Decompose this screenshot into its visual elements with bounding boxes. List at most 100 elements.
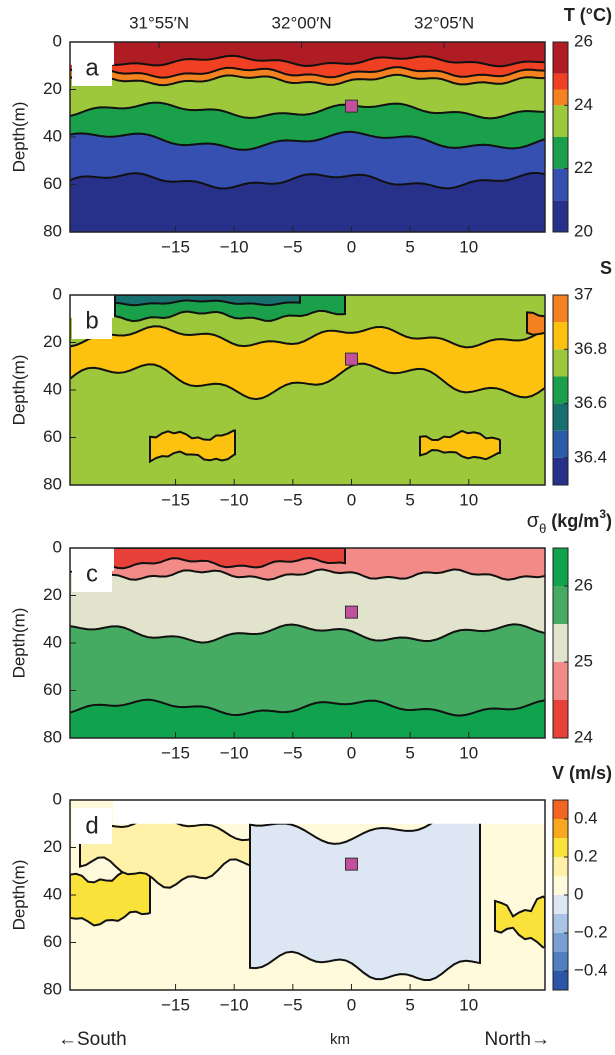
contour-line [70,698,545,717]
y-tick-label: 40 [43,632,62,651]
colorbar-tick-label: −0.4 [574,960,608,979]
colorbar-band [553,895,568,914]
x-tick-label: −10 [220,995,249,1014]
letter-box [72,556,112,592]
marker [344,605,358,619]
y-tick-label: 80 [43,221,62,240]
colorbar-band [553,700,568,738]
contour-fill [70,548,346,570]
y-tick-label: 0 [53,31,62,50]
y-tick-label: 40 [43,379,62,398]
colorbar-band [553,624,568,662]
x-axis-label: km [330,1031,350,1048]
y-tick-label: 20 [43,332,62,351]
colorbar-tick-label: 36.6 [574,393,607,412]
contour-line [70,172,545,190]
panel-letter: a [85,54,99,81]
colorbar-title-part: σ [527,510,540,532]
x-tick-label: −15 [161,995,190,1014]
contour-line [70,623,545,644]
colorbar-band [553,971,568,990]
x-tick-label: 10 [459,490,478,509]
marker [344,857,358,871]
colorbar-band [553,200,568,232]
contour-fill [149,429,236,464]
colorbar-band [553,800,568,819]
colorbar-band [553,876,568,895]
colorbar-title-part: T (°C) [564,5,612,25]
colorbar-tick-label: 25 [574,651,593,670]
colorbar-tick-label: 36.4 [574,447,607,466]
y-axis-label: Depth(m) [9,608,28,679]
colorbar-band [553,322,568,350]
x-tick-label: −5 [283,995,302,1014]
y-tick-label: 0 [53,537,62,556]
colorbar-band [553,42,568,74]
contour-field [70,800,545,990]
letter-box [72,50,112,86]
colorbar-title: V (m/s) [552,763,612,783]
colorbar-tick-label: −0.2 [574,922,608,941]
contour-line [70,66,545,79]
x-tick-label: −15 [161,490,190,509]
contour-field [70,548,545,738]
y-axis-label: Depth(m) [9,102,28,173]
letter-box [72,808,112,844]
colorbar-band [553,548,568,586]
colorbar-band [553,662,568,700]
contour-field [70,295,545,485]
x-tick-label: 10 [459,743,478,762]
y-tick-label: 80 [43,474,62,493]
contour-fill [526,311,545,336]
y-tick-label: 20 [43,79,62,98]
no-data [113,800,545,824]
colorbar-band [553,933,568,952]
x-tick-label: −10 [220,237,249,256]
y-tick-label: 60 [43,932,62,951]
x-axis-label-left: ←South [58,1029,127,1050]
colorbar-tick-label: 37 [574,284,593,303]
contour-field [70,42,545,232]
panel-letter: c [86,560,98,587]
x2-tick-label: 32°05′N [414,13,474,32]
colorbar-band [553,89,568,106]
contour-fill [70,867,151,927]
colorbar-band [553,457,568,485]
y-tick-label: 60 [43,680,62,699]
x-tick-label: 0 [347,995,356,1014]
x-tick-label: 0 [347,237,356,256]
contour-line [70,568,545,581]
y-tick-label: 20 [43,585,62,604]
colorbar-band [553,376,568,404]
panel: b −15 −10 −5 0 5 10 0 20 40 60 80 Depth(m) 36.4 36.6 36… [9,258,612,510]
colorbar-title-part: θ [539,521,546,536]
panel: d −15 −10 −5 0 5 10 0 20 40 60 80 Depth(m) km ←South No… [9,763,612,1050]
contour-line [70,54,545,68]
x-tick-label: −15 [161,743,190,762]
colorbar-band [553,73,568,90]
contour-fill [494,895,545,949]
x-tick-label: −5 [283,237,302,256]
x-tick-label: −5 [283,490,302,509]
letter-box [72,303,112,339]
x-axis-label-right: North→ [485,1029,550,1050]
contour-fill [70,42,545,67]
colorbar-title: T (°C) [564,5,612,25]
colorbar-title-part: S [600,258,612,278]
colorbar-band [553,952,568,971]
y-tick-label: 0 [53,284,62,303]
y-tick-label: 20 [43,837,62,856]
colorbar-tick-label: 24 [574,727,593,746]
colorbar-band [553,819,568,838]
x-tick-label: 0 [347,490,356,509]
colorbar-band [553,914,568,933]
contour-fill [249,804,481,981]
colorbar-title-part: V (m/s) [552,763,612,783]
colorbar-tick-label: 36.8 [574,339,607,358]
colorbar-band [553,105,568,137]
colorbar-tick-label: 0 [574,884,583,903]
y-tick-label: 80 [43,979,62,998]
x-tick-label: 5 [405,237,414,256]
colorbar-tick-label: 20 [574,221,593,240]
